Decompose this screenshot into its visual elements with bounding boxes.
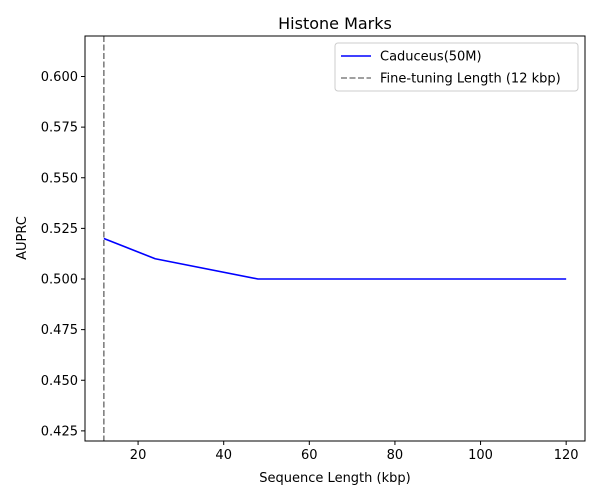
legend-label-reference-0: Fine-tuning Length (12 kbp) xyxy=(380,72,561,87)
x-tick-label: 40 xyxy=(215,448,232,463)
x-axis-label: Sequence Length (kbp) xyxy=(259,471,410,486)
series-line-0 xyxy=(103,237,567,280)
y-tick-label: 0.450 xyxy=(41,374,78,389)
legend: Caduceus(50M) Fine-tuning Length (12 kbp… xyxy=(334,42,579,92)
y-tick-label: 0.600 xyxy=(41,70,78,85)
x-axis-ticks: 20 40 60 80 100 120 xyxy=(130,441,579,463)
y-axis-label: AUPRC xyxy=(15,216,30,260)
y-tick-label: 0.500 xyxy=(41,273,78,288)
y-tick-label: 0.475 xyxy=(41,323,78,338)
x-tick-label: 120 xyxy=(554,448,579,463)
series-layer xyxy=(103,237,567,280)
y-tick-label: 0.575 xyxy=(41,121,78,136)
y-tick-label: 0.550 xyxy=(41,171,78,186)
y-tick-label: 0.425 xyxy=(41,424,78,439)
x-tick-label: 20 xyxy=(130,448,147,463)
legend-label-series-0: Caduceus(50M) xyxy=(380,50,482,65)
x-tick-label: 100 xyxy=(468,448,493,463)
x-tick-label: 80 xyxy=(387,448,404,463)
plot-frame xyxy=(84,35,586,442)
legend-box xyxy=(334,42,579,92)
y-tick-label: 0.525 xyxy=(41,222,78,237)
y-axis-ticks: 0.425 0.450 0.475 0.500 0.525 0.550 0.575 0.600 xyxy=(41,70,85,439)
chart-title: Histone Marks xyxy=(278,14,392,33)
x-tick-label: 60 xyxy=(301,448,318,463)
